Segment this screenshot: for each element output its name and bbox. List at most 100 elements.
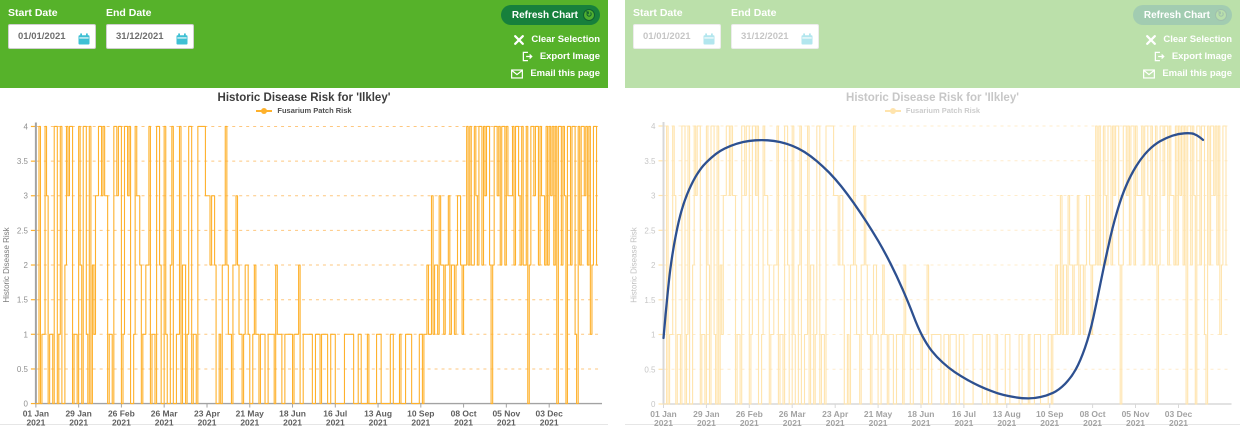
y-axis-title: Historic Disease Risk (2, 227, 11, 302)
svg-text:2021: 2021 (540, 417, 559, 426)
svg-text:0: 0 (651, 400, 656, 409)
end-date-field: End Date (106, 7, 194, 49)
refresh-chart-label: Refresh Chart (511, 9, 578, 21)
start-date-label: Start Date (8, 7, 58, 19)
svg-text:2021: 2021 (69, 417, 88, 426)
axes (662, 122, 1232, 405)
svg-text:2021: 2021 (697, 418, 716, 426)
left-panel-header: Start Date End Date (0, 0, 608, 88)
svg-text:21 May: 21 May (236, 409, 265, 419)
svg-text:4: 4 (23, 122, 28, 131)
svg-text:3.5: 3.5 (17, 157, 29, 166)
svg-text:01 Jan: 01 Jan (23, 409, 49, 419)
end-date-input[interactable] (731, 24, 819, 49)
svg-text:1.5: 1.5 (644, 296, 656, 305)
svg-text:21 May: 21 May (864, 409, 893, 419)
clear-selection-link[interactable]: Clear Selection (1146, 34, 1232, 45)
svg-text:1: 1 (651, 331, 656, 340)
calendar-icon[interactable] (703, 33, 715, 45)
svg-text:08 Oct: 08 Oct (451, 409, 477, 419)
clear-selection-link[interactable]: Clear Selection (514, 34, 600, 45)
export-icon (1154, 51, 1165, 62)
legend-label: Fusarium Patch Risk (277, 106, 352, 115)
refresh-chart-button[interactable]: Refresh Chart ↻ (500, 5, 600, 25)
email-page-link[interactable]: Email this page (1143, 68, 1232, 79)
export-image-link[interactable]: Export Image (1154, 51, 1232, 62)
refresh-chart-label: Refresh Chart (1143, 9, 1210, 21)
svg-text:2021: 2021 (654, 418, 673, 426)
date-fields: Start Date End Date (633, 7, 1232, 49)
svg-text:05 Nov: 05 Nov (1122, 409, 1150, 419)
svg-text:16 Jul: 16 Jul (952, 409, 976, 419)
svg-text:2021: 2021 (954, 418, 973, 426)
smoothed-risk-curve (662, 132, 1205, 400)
start-date-field: Start Date (8, 7, 96, 49)
calendar-icon[interactable] (78, 33, 90, 45)
start-date-label: Start Date (633, 7, 683, 19)
svg-text:2021: 2021 (26, 417, 45, 426)
chart-title: Historic Disease Risk for 'Ilkley' (846, 92, 1019, 104)
export-image-link[interactable]: Export Image (522, 51, 600, 62)
svg-text:1.5: 1.5 (17, 296, 29, 305)
header-actions: Refresh Chart ↻ Clear Selection (1132, 5, 1232, 79)
svg-text:2021: 2021 (283, 417, 302, 426)
svg-text:23 Apr: 23 Apr (822, 409, 849, 419)
svg-text:2021: 2021 (997, 418, 1016, 426)
calendar-icon[interactable] (176, 33, 188, 45)
svg-text:2021: 2021 (783, 418, 802, 426)
svg-text:2021: 2021 (454, 417, 473, 426)
svg-text:3.5: 3.5 (644, 157, 656, 166)
refresh-chart-button[interactable]: Refresh Chart ↻ (1132, 5, 1232, 25)
header-links: Clear Selection Export Image (511, 34, 600, 79)
svg-text:26 Feb: 26 Feb (108, 409, 135, 419)
svg-text:16 Jul: 16 Jul (323, 409, 347, 419)
svg-text:18 Jun: 18 Jun (279, 409, 306, 419)
x-icon (1146, 34, 1157, 45)
svg-text:3: 3 (651, 192, 656, 201)
svg-text:29 Jan: 29 Jan (693, 409, 719, 419)
svg-text:18 Jun: 18 Jun (908, 409, 935, 419)
right-panel: Start Date End Date (625, 0, 1240, 426)
svg-text:23 Apr: 23 Apr (194, 409, 221, 419)
svg-text:2021: 2021 (411, 417, 430, 426)
svg-text:10 Sep: 10 Sep (1036, 409, 1063, 419)
left-panel: Start Date End Date (0, 0, 608, 426)
header-links: Clear Selection Export Image (1143, 34, 1232, 79)
start-date-input[interactable] (633, 24, 721, 49)
email-page-link[interactable]: Email this page (511, 68, 600, 79)
end-date-label: End Date (106, 7, 152, 19)
svg-text:0.5: 0.5 (644, 365, 656, 374)
svg-text:0.5: 0.5 (17, 365, 29, 374)
y-axis-title: Historic Disease Risk (630, 226, 639, 303)
end-date-field: End Date (731, 7, 819, 49)
calendar-icon[interactable] (801, 33, 813, 45)
fusarium-risk-step-series (663, 125, 1228, 405)
svg-text:2021: 2021 (497, 417, 516, 426)
svg-text:0: 0 (23, 400, 28, 409)
x-icon (514, 34, 525, 45)
chart-legend: Fusarium Patch Risk (0, 105, 608, 116)
svg-text:26 Mar: 26 Mar (151, 409, 179, 419)
date-fields: Start Date End Date (8, 7, 600, 49)
axes (34, 122, 603, 405)
svg-text:2021: 2021 (740, 418, 759, 426)
svg-text:2021: 2021 (1126, 418, 1145, 426)
legend-marker (884, 107, 901, 114)
right-panel-header: Start Date End Date (625, 0, 1240, 88)
svg-text:2: 2 (23, 261, 28, 270)
export-icon (522, 51, 533, 62)
header-actions: Refresh Chart ↻ Clear Selection (500, 5, 600, 79)
refresh-icon: ↻ (583, 9, 595, 21)
svg-text:2021: 2021 (326, 417, 345, 426)
disease-risk-chart: Historic Disease Risk for 'Ilkley' Fusar… (0, 92, 608, 426)
svg-text:10 Sep: 10 Sep (407, 409, 434, 419)
end-date-label: End Date (731, 7, 777, 19)
fusarium-risk-step-series (35, 125, 599, 405)
svg-text:13 Aug: 13 Aug (364, 409, 392, 419)
chart-legend: Fusarium Patch Risk (625, 105, 1240, 116)
svg-text:29 Jan: 29 Jan (65, 409, 91, 419)
